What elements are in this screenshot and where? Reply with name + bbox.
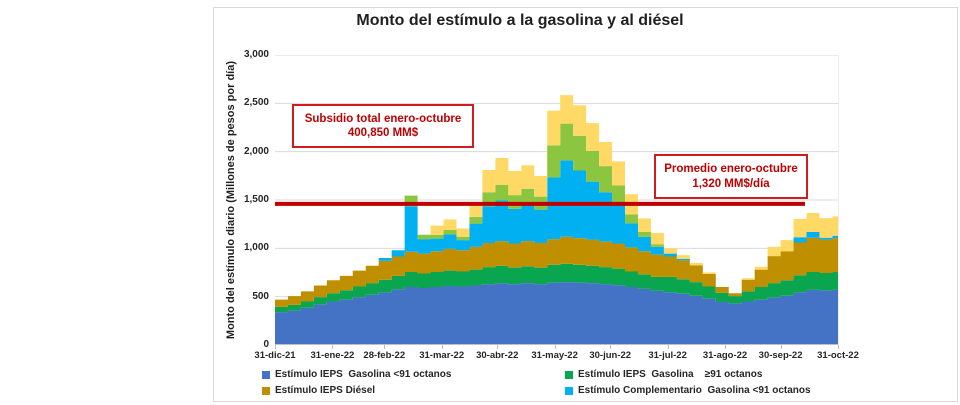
x-tick-label: 31-dic-21: [254, 350, 296, 361]
chart-title: Monto del estímulo a la gasolina y al di…: [356, 12, 684, 29]
x-tick-mark: [441, 345, 443, 349]
x-tick-label: 30-abr-22: [476, 350, 519, 361]
legend-item: Estímulo IEPS Gasolina <91 octanos: [262, 368, 565, 381]
legend-label: Estímulo IEPS Diésel: [275, 385, 376, 396]
x-tick-mark: [725, 345, 727, 349]
x-tick-mark: [384, 345, 386, 349]
x-tick-label: 30-jun-22: [589, 350, 632, 361]
y-tick-label: 1,500: [243, 194, 269, 205]
area-series: [275, 282, 838, 345]
y-tick-label: 1,000: [243, 242, 269, 254]
area-series: [275, 263, 838, 313]
x-tick-mark: [275, 345, 276, 349]
subsidy-total-annotation: Subsidio total enero-octubre 400,850 MM$: [292, 104, 474, 148]
average-line2: 1,320 MM$/día: [692, 177, 770, 190]
legend-label: Estímulo IEPS Gasolina <91 octanos: [275, 369, 452, 380]
legend-item: Estímulo Complementario Gasolina <91 oct…: [565, 384, 862, 397]
legend-label: Estímulo IEPS Gasolina ≥91 octanos: [578, 369, 763, 380]
x-tick-mark: [780, 345, 782, 349]
legend-item: Estímulo IEPS Gasolina ≥91 octanos: [565, 368, 862, 381]
y-tick-label: 2,000: [243, 145, 269, 157]
subsidy-total-line1: Subsidio total enero-octubre: [304, 112, 462, 125]
x-tick-mark: [667, 345, 669, 349]
legend-label: Estímulo Complementario Gasolina <91 oct…: [578, 385, 811, 396]
x-tick-mark: [838, 345, 839, 349]
x-axis: 31-dic-21 31-ene-22 28-feb-22 31-mar-22 30-a…: [254, 345, 859, 365]
subsidy-total-line2: 400,850 MM$: [347, 127, 419, 139]
x-tick-label: 30-sep-22: [758, 350, 803, 361]
x-tick-label: 31-may-22: [531, 350, 578, 361]
legend-swatch-icon: [262, 370, 270, 379]
legend-item: Estímulo IEPS Diésel: [262, 384, 565, 397]
plot-area: Subsidio total enero-octubre 400,850 MM$…: [275, 55, 839, 345]
stacked-area-chart: [275, 55, 838, 345]
x-tick-label: 31-ene-22: [310, 350, 355, 361]
x-tick-mark: [554, 345, 556, 349]
legend-swatch-icon: [262, 386, 270, 395]
y-tick-label: 0: [263, 339, 269, 350]
x-tick-label: 31-mar-22: [419, 350, 465, 361]
x-tick-label: 31-ago-22: [702, 350, 748, 361]
legend: Estímulo IEPS Gasolina <91 octanos Estímu…: [262, 368, 862, 397]
y-tick-label: 500: [252, 290, 269, 302]
average-annotation: Promedio enero-octubre 1,320 MM$/día: [654, 154, 808, 199]
x-tick-label: 28-feb-22: [363, 350, 406, 361]
y-tick-label: 3,000: [243, 49, 269, 60]
x-tick-label: 31-oct-22: [817, 350, 859, 361]
x-tick-mark: [610, 345, 612, 349]
area-series: [275, 95, 838, 300]
area-series: [275, 123, 838, 300]
x-tick-mark: [497, 345, 499, 349]
average-line1: Promedio enero-octubre: [664, 163, 798, 176]
x-tick-label: 31-jul-22: [648, 350, 687, 361]
legend-swatch-icon: [565, 370, 573, 379]
legend-swatch-icon: [565, 386, 573, 395]
area-series: [275, 236, 838, 307]
x-tick-mark: [332, 345, 334, 349]
area-series: [275, 160, 838, 300]
y-tick-label: 2,500: [243, 97, 269, 109]
